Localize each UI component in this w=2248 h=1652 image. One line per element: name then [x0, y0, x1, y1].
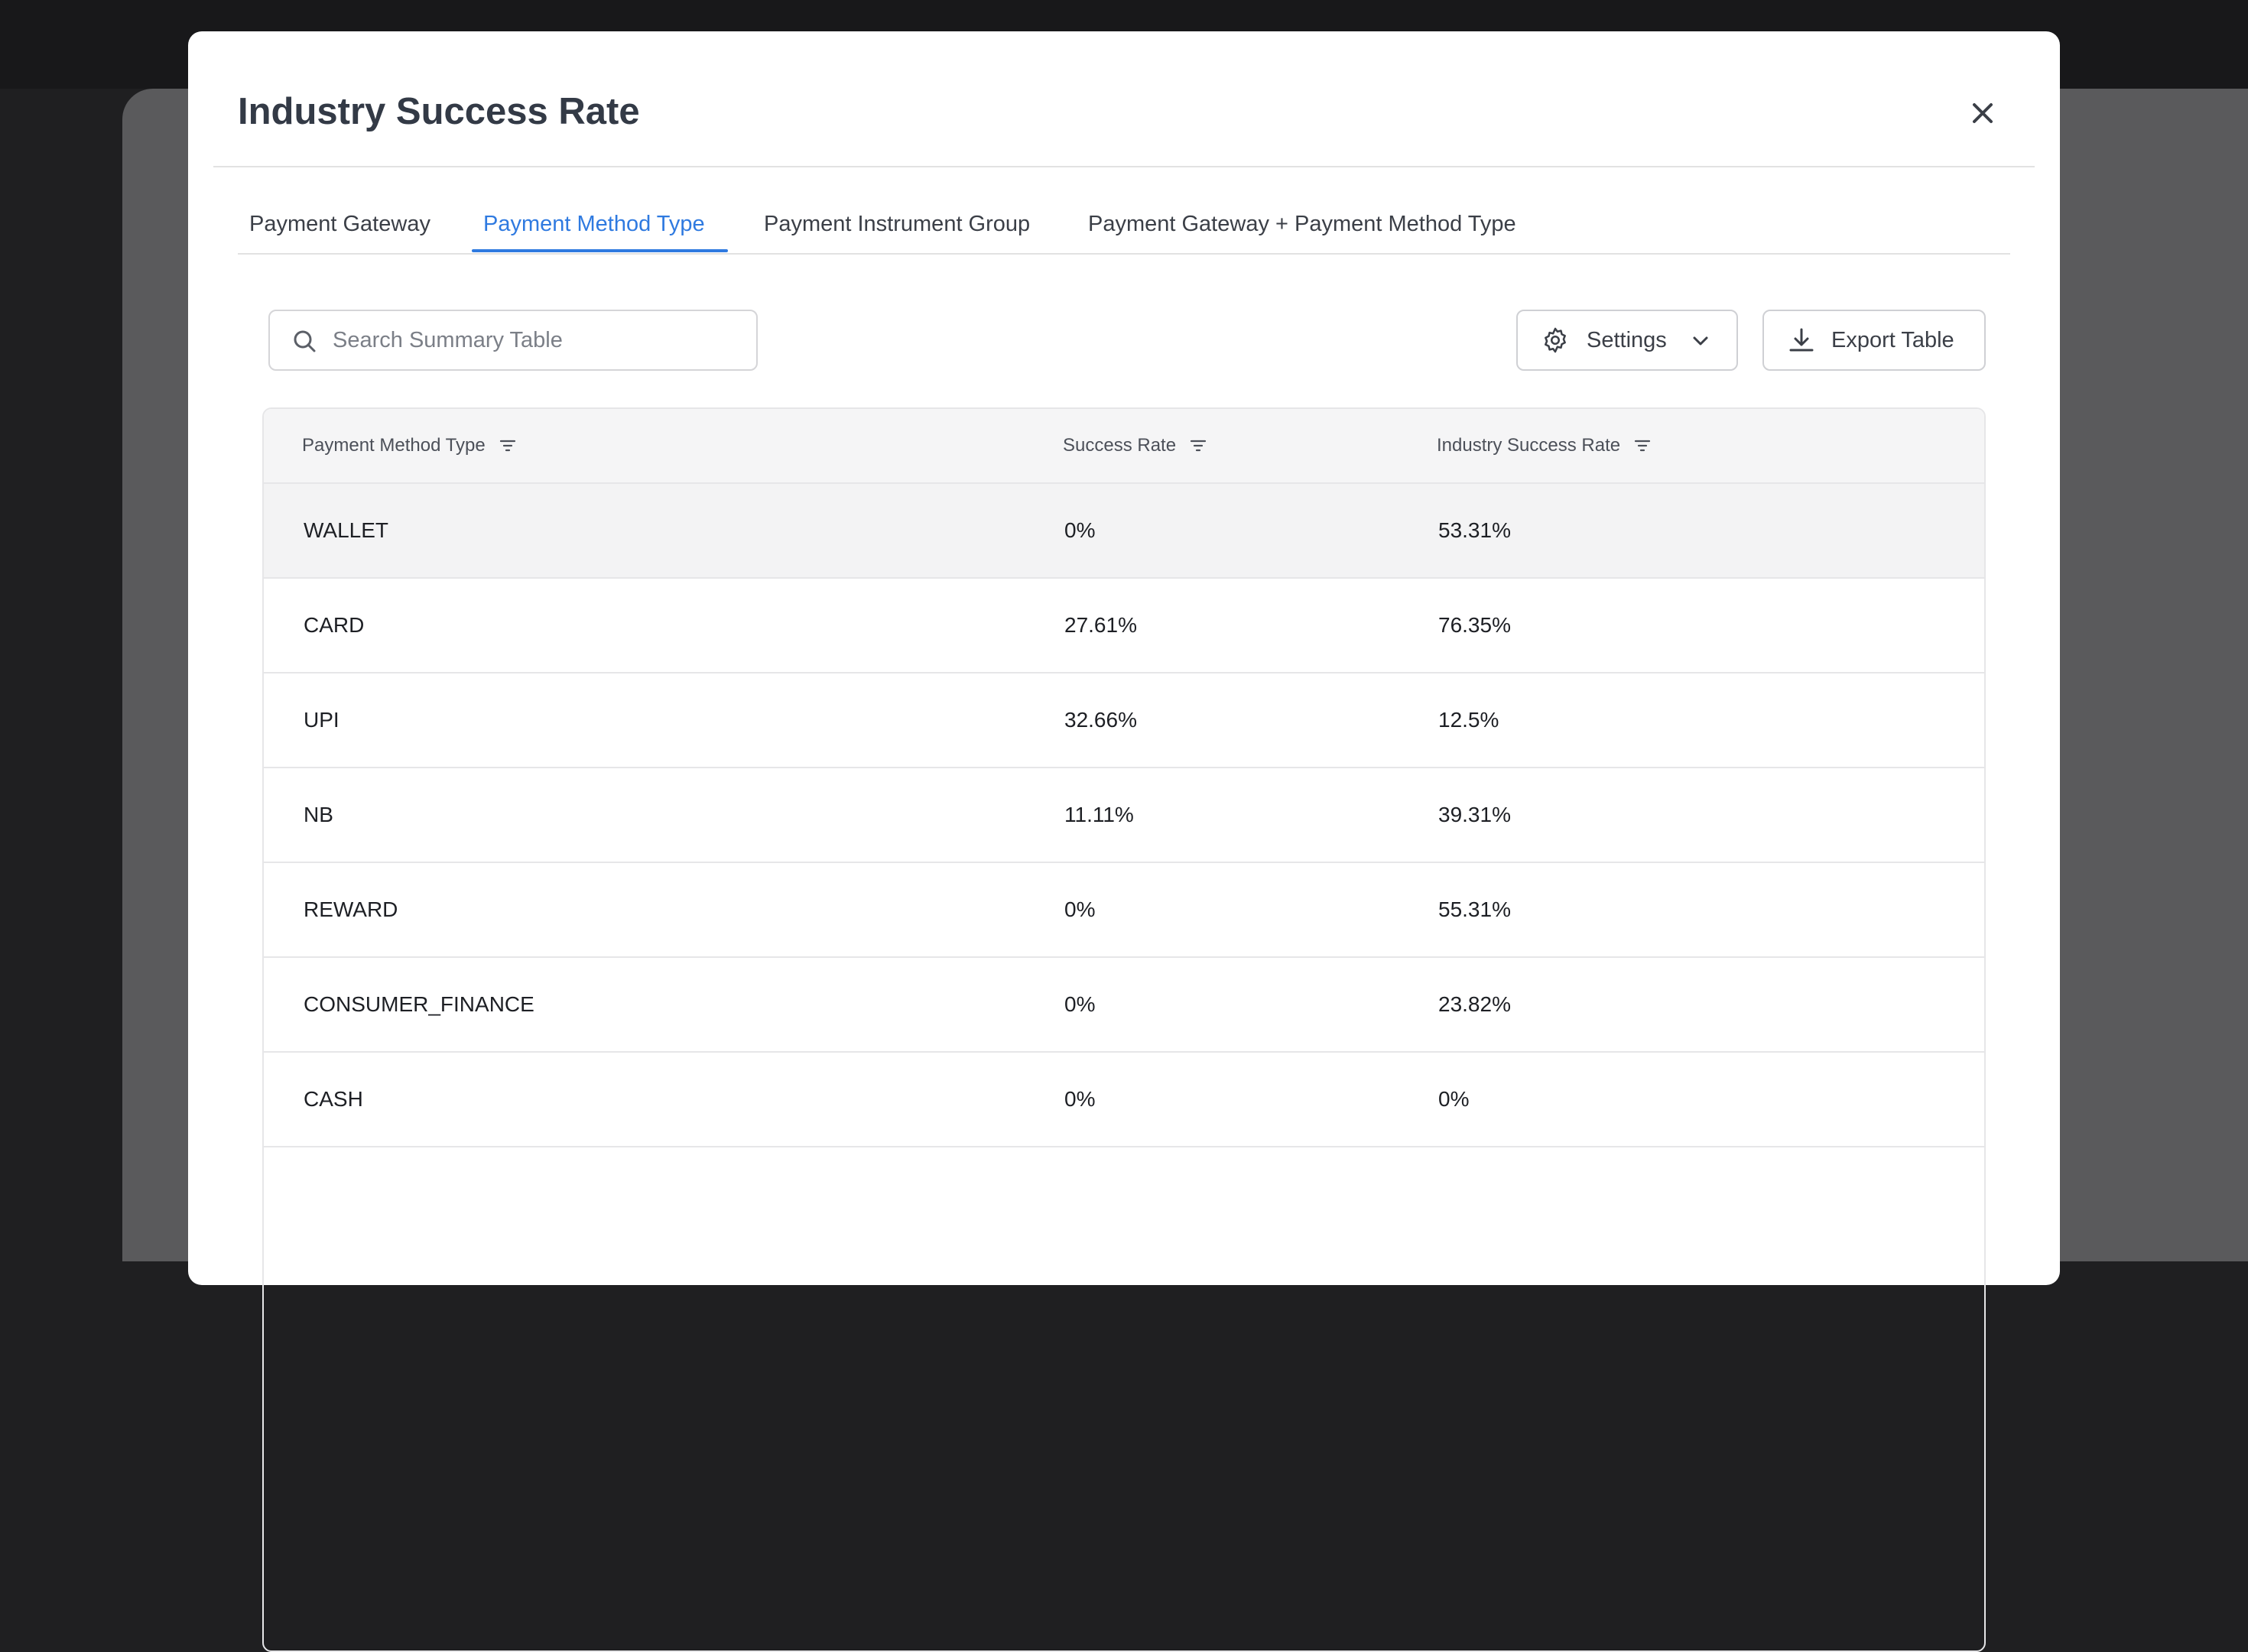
search-placeholder: Search Summary Table — [333, 328, 563, 352]
tab-active[interactable]: Payment Method Type — [483, 212, 705, 236]
column-header[interactable]: Success Rate — [1063, 435, 1177, 456]
table-header: Payment Method Type Success Rate Industry … — [264, 409, 1984, 484]
table-cell: CASH — [304, 1087, 363, 1111]
table-cell: 11.11% — [1064, 803, 1134, 826]
filter-icon[interactable] — [499, 437, 516, 454]
column-header[interactable]: Industry Success Rate — [1437, 435, 1621, 456]
table-cell: 0% — [1064, 1087, 1096, 1111]
modal-title: Industry Success Rate — [238, 91, 640, 132]
table-row: NB 11.11% 39.31% — [264, 768, 1984, 863]
table-row: CASH 0% 0% — [264, 1053, 1984, 1147]
screen: {"modal":{"title":"Industry Success Rate… — [122, 31, 2248, 1652]
table-row: UPI 32.66% 12.5% — [264, 673, 1984, 768]
table-cell: 27.61% — [1064, 613, 1137, 637]
summary-table: Payment Method Type Success Rate Industry … — [262, 407, 1986, 1652]
table-cell: 0% — [1064, 992, 1096, 1016]
search-icon — [294, 330, 316, 352]
tab[interactable]: Payment Gateway + Payment Method Type — [1088, 212, 1516, 236]
button-label: Export Table — [1831, 328, 1954, 352]
table-row: WALLET 0% 53.31% — [264, 484, 1984, 579]
table-cell: REWARD — [304, 897, 398, 921]
divider — [213, 166, 2035, 167]
table-row: CARD 27.61% 76.35% — [264, 579, 1984, 673]
table-cell: 0% — [1064, 897, 1096, 921]
table-cell: 76.35% — [1438, 613, 1511, 637]
table-cell: 0% — [1064, 518, 1096, 542]
table-cell: 55.31% — [1438, 897, 1511, 921]
settings-button[interactable]: Settings — [1516, 310, 1738, 371]
table-cell: 39.31% — [1438, 803, 1511, 826]
table-cell: 0% — [1438, 1087, 1470, 1111]
filter-icon[interactable] — [1634, 437, 1651, 454]
table-cell: 23.82% — [1438, 992, 1511, 1016]
column-header[interactable]: Payment Method Type — [302, 435, 486, 456]
gear-icon — [1545, 327, 1566, 353]
table-row: CONSUMER_FINANCE 0% 23.82% — [264, 958, 1984, 1053]
search-input[interactable]: Search Summary Table — [268, 310, 758, 371]
button-label: Settings — [1587, 328, 1667, 352]
tab[interactable]: Payment Instrument Group — [764, 212, 1031, 236]
tab-border — [238, 253, 2010, 255]
table-cell: CONSUMER_FINANCE — [304, 992, 534, 1016]
table-cell: 32.66% — [1064, 708, 1137, 732]
table-cell: 53.31% — [1438, 518, 1511, 542]
table-cell: NB — [304, 803, 333, 826]
table-cell: 12.5% — [1438, 708, 1499, 732]
tab-indicator — [472, 249, 728, 252]
table-row: REWARD 0% 55.31% — [264, 863, 1984, 958]
table-cell: CARD — [304, 613, 365, 637]
close-button[interactable] — [1961, 91, 2005, 135]
export-button[interactable]: Export Table — [1762, 310, 1986, 371]
modal: Industry Success Rate Payment Gateway Pa… — [188, 31, 2060, 1652]
table-cell: WALLET — [304, 518, 388, 542]
chevron-icon — [1693, 336, 1708, 346]
download-icon — [1789, 328, 1814, 352]
filter-icon[interactable] — [1190, 437, 1207, 454]
tab[interactable]: Payment Gateway — [249, 212, 430, 236]
table-cell: UPI — [304, 708, 339, 732]
